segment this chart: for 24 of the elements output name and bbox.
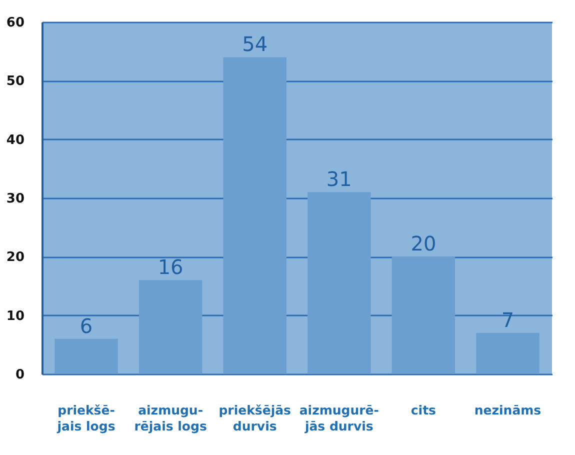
y-tick-label: 0 <box>15 368 24 382</box>
data-label: 54 <box>242 32 268 56</box>
y-tick-label: 60 <box>6 16 24 30</box>
bar <box>138 280 202 374</box>
data-label: 16 <box>158 255 184 280</box>
x-tick-label: nezināms <box>474 402 542 418</box>
x-tick-label: priekšē- jais logs <box>56 402 116 434</box>
y-tick-label: 30 <box>6 192 24 206</box>
x-tick-label: aizmugurē- jās durvis <box>299 402 379 434</box>
bar <box>392 256 456 374</box>
data-label: 6 <box>80 314 93 338</box>
bar <box>54 338 118 374</box>
data-label: 20 <box>410 232 436 256</box>
x-tick-label: aizmugu- rējais logs <box>134 402 207 434</box>
y-tick-label: 50 <box>6 74 24 90</box>
x-tick-label: priekšējās durvis <box>218 402 291 434</box>
y-tick-label: 10 <box>6 308 24 324</box>
data-label: 31 <box>326 167 352 192</box>
y-tick-label: 20 <box>6 250 24 266</box>
bar <box>476 332 540 374</box>
bar <box>223 57 286 374</box>
bar <box>308 192 371 374</box>
x-tick-label: cits <box>410 402 436 418</box>
y-tick-label: 40 <box>6 132 24 148</box>
